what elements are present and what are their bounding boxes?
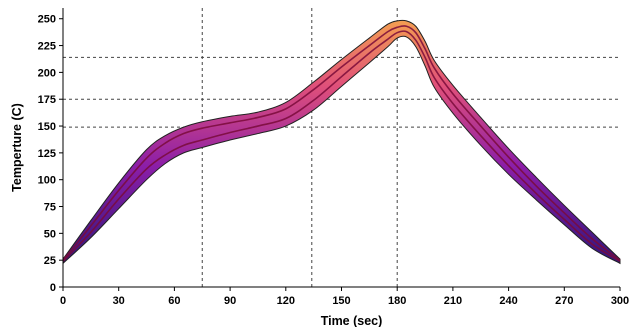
x-tick-label: 120 — [277, 295, 295, 307]
y-tick-label: 75 — [44, 202, 56, 214]
x-tick-label: 150 — [332, 295, 350, 307]
profile-upper-line — [62, 25, 621, 261]
x-tick-label: 0 — [60, 295, 66, 307]
x-axis-ticks: 0 30 60 90 120 150 180 210 240 270 300 — [60, 287, 629, 307]
y-tick-label: 200 — [38, 67, 56, 79]
y-tick-label: 25 — [44, 255, 56, 267]
y-tick-label: 150 — [38, 121, 56, 133]
x-tick-label: 240 — [499, 295, 517, 307]
y-axis-title: Temperture (C) — [10, 103, 24, 192]
y-tick-label: 225 — [38, 41, 56, 53]
x-tick-label: 270 — [555, 295, 573, 307]
x-axis-title: Time (sec) — [321, 314, 383, 327]
temperature-band — [62, 19, 621, 265]
y-tick-label: 50 — [44, 228, 56, 240]
process-window-band — [62, 19, 621, 265]
x-tick-label: 30 — [113, 295, 125, 307]
reference-lines — [63, 8, 620, 287]
y-tick-label: 125 — [38, 148, 56, 160]
y-tick-label: 175 — [38, 94, 56, 106]
x-tick-label: 300 — [611, 295, 629, 307]
axes — [62, 8, 620, 288]
x-tick-label: 210 — [444, 295, 462, 307]
x-tick-label: 90 — [224, 295, 236, 307]
y-axis-ticks: 0 25 50 75 100 125 150 175 200 225 250 — [38, 14, 63, 294]
y-tick-label: 100 — [38, 175, 56, 187]
x-tick-label: 60 — [168, 295, 180, 307]
x-tick-label: 180 — [388, 295, 406, 307]
y-tick-label: 250 — [38, 14, 56, 26]
y-tick-label: 0 — [50, 282, 56, 294]
profile-lower-line — [62, 30, 621, 262]
